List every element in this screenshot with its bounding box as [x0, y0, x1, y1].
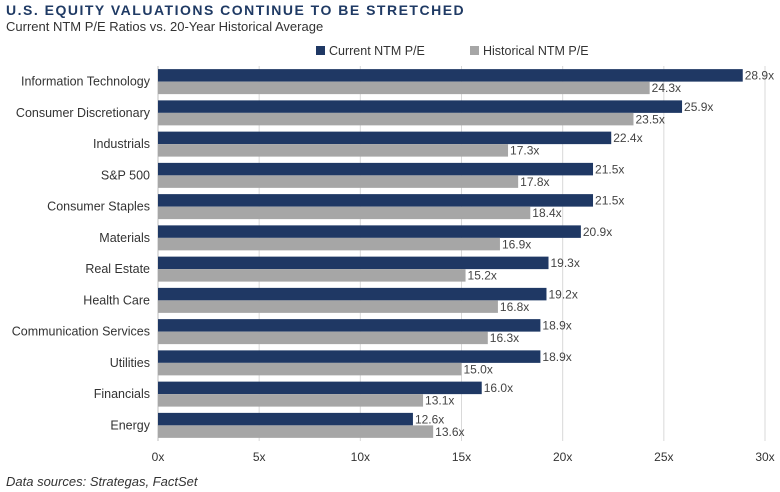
legend-label: Current NTM P/E: [329, 44, 425, 58]
bar-value-label: 22.4x: [613, 131, 642, 145]
bar: [158, 381, 482, 395]
bar: [158, 412, 413, 426]
category-label: Financials: [94, 387, 150, 401]
bar: [158, 131, 612, 145]
bar-value-label: 20.9x: [583, 225, 612, 239]
chart-title: U.S. EQUITY VALUATIONS CONTINUE TO BE ST…: [6, 2, 466, 18]
bar: [158, 362, 462, 376]
legend-swatch: [316, 46, 325, 55]
bar: [158, 112, 634, 126]
x-tick-label: 25x: [654, 450, 673, 464]
category-label: Real Estate: [85, 262, 150, 276]
category-label: Energy: [110, 418, 150, 432]
bar-value-label: 23.5x: [635, 112, 664, 126]
x-axis: 0x 5x 10x 15x 20x 25x 30x: [152, 450, 775, 464]
bar: [158, 175, 519, 188]
x-tick-label: 5x: [253, 450, 266, 464]
bar: [158, 194, 594, 207]
bar: [158, 394, 424, 407]
bar: [158, 256, 549, 270]
bar: [158, 425, 434, 438]
chart-subtitle: Current NTM P/E Ratios vs. 20-Year Histo…: [6, 19, 324, 34]
bar: [158, 300, 498, 313]
bar: [158, 144, 509, 157]
bar-value-label: 24.3x: [652, 81, 681, 95]
bar: [158, 350, 541, 363]
bar-value-label: 13.6x: [435, 425, 464, 439]
category-label: Materials: [99, 231, 150, 245]
x-tick-label: 20x: [553, 450, 572, 464]
bar: [158, 225, 581, 238]
legend-label: Historical NTM P/E: [483, 44, 589, 58]
bar: [158, 331, 488, 345]
source-note: Data sources: Strategas, FactSet: [6, 474, 198, 489]
x-tick-label: 0x: [152, 450, 165, 464]
bar: [158, 206, 531, 220]
bar-value-label: 18.9x: [542, 350, 571, 364]
bar: [158, 81, 650, 95]
bar: [158, 287, 547, 301]
category-label: Utilities: [110, 356, 150, 370]
bar-value-label: 18.4x: [532, 206, 561, 220]
bar-value-label: 16.8x: [500, 300, 529, 314]
bar-value-label: 15.2x: [468, 269, 497, 283]
bar-value-label: 19.3x: [551, 256, 580, 270]
category-label: Industrials: [93, 137, 150, 151]
category-label: Communication Services: [12, 325, 150, 339]
bar-value-label: 18.9x: [542, 319, 571, 333]
bar: [158, 237, 500, 251]
bar-value-label: 16.3x: [490, 331, 519, 345]
bar-value-label: 28.9x: [745, 69, 774, 83]
bar-value-label: 17.3x: [510, 144, 539, 158]
x-tick-label: 15x: [452, 450, 471, 464]
bar-value-label: 17.8x: [520, 175, 549, 189]
bar-value-label: 16.0x: [484, 381, 513, 395]
category-label: Information Technology: [21, 75, 151, 89]
grid-lines: [157, 66, 766, 441]
bar: [158, 319, 541, 332]
category-labels: Information Technology Consumer Discretio…: [12, 75, 151, 433]
bar-value-label: 15.0x: [464, 362, 493, 376]
category-label: S&P 500: [101, 168, 150, 182]
bar: [158, 162, 594, 176]
x-tick-label: 30x: [755, 450, 774, 464]
legend: Current NTM P/E Historical NTM P/E: [316, 44, 589, 58]
bar-value-label: 19.2x: [548, 287, 577, 301]
bar-value-label: 21.5x: [595, 162, 624, 176]
legend-swatch: [470, 46, 479, 55]
bar-value-label: 13.1x: [425, 394, 454, 408]
bar-value-label: 16.9x: [502, 237, 531, 251]
bar-value-label: 12.6x: [415, 412, 444, 426]
bar-value-label: 25.9x: [684, 100, 713, 114]
bar: [158, 69, 743, 82]
x-tick-label: 10x: [351, 450, 370, 464]
category-label: Health Care: [83, 293, 150, 307]
bar-value-label: 21.5x: [595, 194, 624, 208]
category-label: Consumer Discretionary: [16, 106, 151, 120]
bar: [158, 100, 683, 113]
bar: [158, 269, 466, 282]
category-label: Consumer Staples: [47, 200, 150, 214]
